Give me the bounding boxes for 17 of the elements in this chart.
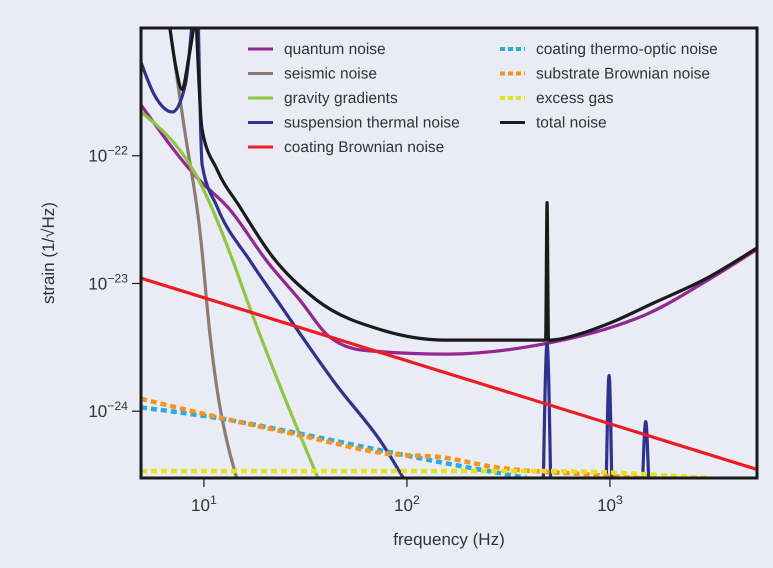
- x-axis-title: frequency (Hz): [393, 530, 505, 549]
- x-tick-label: 10$^{3}$: [597, 493, 624, 515]
- y-tick-label: 10$^{−23}$: [88, 271, 128, 294]
- legend-label: quantum noise: [284, 41, 386, 58]
- legend-label: substrate Brownian noise: [536, 66, 710, 82]
- x-tick-label: 10$^{2}$: [394, 493, 420, 515]
- x-tick-label: 10$^{1}$: [191, 493, 217, 515]
- legend-label: suspension thermal noise: [284, 114, 460, 132]
- legend-label: excess gas: [536, 90, 614, 107]
- legend-label: seismic noise: [284, 66, 378, 82]
- legend-label: coating Brownian noise: [284, 139, 444, 156]
- legend-label: total noise: [536, 114, 607, 132]
- y-tick-label: 10$^{−22}$: [88, 144, 128, 166]
- legend-label: gravity gradients: [284, 90, 398, 107]
- legend-label: coating thermo-optic noise: [536, 41, 718, 58]
- y-axis-title: strain (1/√Hz): [39, 202, 58, 304]
- y-tick-label: 10$^{−24}$: [88, 399, 128, 422]
